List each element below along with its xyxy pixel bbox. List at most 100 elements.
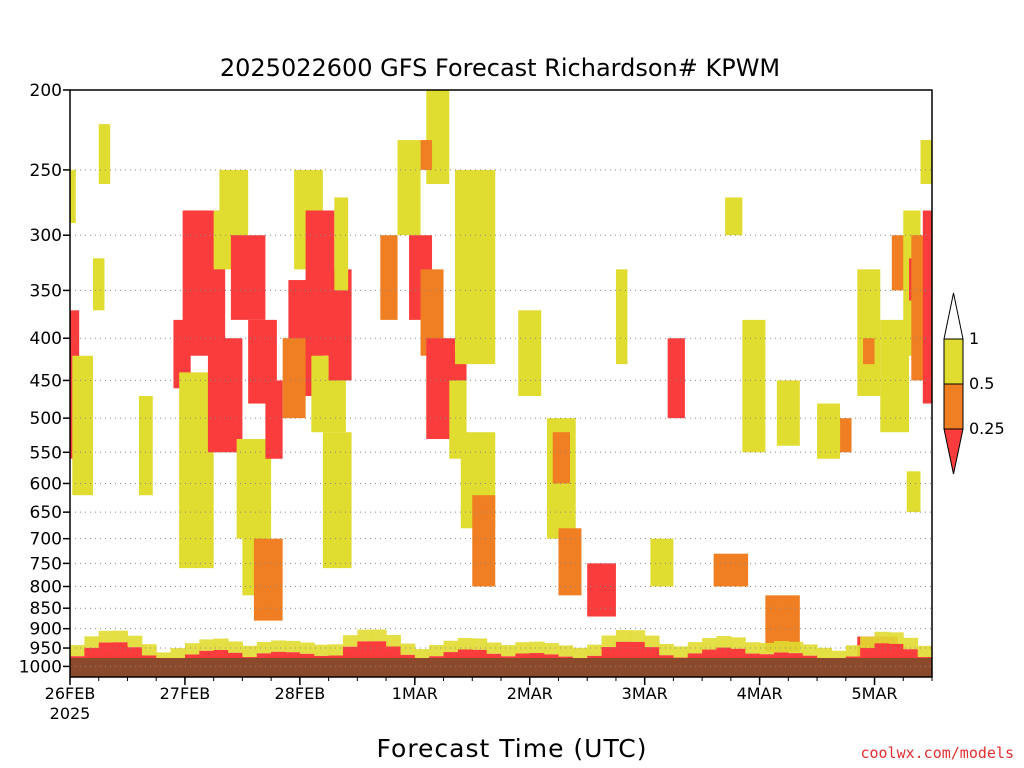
ri-cell-region — [673, 646, 689, 658]
ri-cell-region — [725, 197, 743, 236]
x-tick-label: 26FEB — [45, 684, 96, 703]
ri-cell-region — [857, 269, 881, 397]
ri-cell-region — [113, 630, 128, 643]
y-tick-label: 300 — [30, 226, 62, 246]
ri-cell-region — [285, 640, 301, 653]
y-tick-label: 1000 — [19, 657, 62, 677]
ri-cell-region — [702, 638, 717, 650]
ri-cell-region — [906, 471, 921, 513]
ri-cell-region — [587, 563, 616, 617]
ri-cell-region — [922, 210, 932, 404]
plot-area — [69, 89, 933, 678]
ri-cell-region — [860, 636, 876, 649]
ri-cell-region — [414, 649, 430, 661]
ri-cell-region — [515, 642, 531, 654]
ri-cell-region — [486, 642, 502, 654]
ri-cell-region — [328, 269, 352, 381]
ri-cell-region — [917, 645, 933, 658]
ri-cell-region — [70, 645, 85, 657]
ri-cell-region — [334, 197, 349, 291]
colorbar-top-arrow — [943, 292, 964, 340]
ri-cell-region — [759, 642, 775, 655]
ri-cell-region — [253, 538, 283, 621]
colorbar-legend: 1 0.5 0.25 — [943, 292, 1005, 475]
x-tick-label: 1MAR — [392, 684, 438, 703]
ri-cell-region — [371, 629, 387, 642]
colorbar-label: 1 — [969, 329, 979, 348]
ri-cell-region — [420, 140, 433, 170]
ri-cell-region — [472, 638, 488, 650]
ri-cell-region — [328, 644, 344, 656]
x-tick-label: 4MAR — [737, 684, 783, 703]
x-axis-title: Forecast Time (UTC) — [376, 734, 648, 763]
ri-cell-region — [472, 495, 496, 587]
ri-cell-region — [730, 637, 746, 649]
ri-cell-region — [429, 644, 445, 657]
ri-cell-region — [713, 553, 749, 587]
ri-cell-region — [357, 629, 373, 642]
ri-cell-region — [920, 140, 932, 184]
ri-cell-region — [228, 641, 243, 653]
ri-cell-region — [179, 372, 214, 569]
colorbar-label: 0.25 — [969, 419, 1005, 438]
ri-cell-region — [184, 643, 200, 655]
ri-cell-region — [314, 644, 330, 656]
ri-cell-region — [501, 645, 516, 657]
ri-cell-region — [138, 396, 153, 496]
ri-cell-region — [544, 643, 559, 655]
ri-cell-region — [400, 643, 416, 655]
site-credit[interactable]: coolwx.com/models — [860, 744, 1014, 762]
y-tick-label: 400 — [30, 329, 62, 349]
ri-cell-region — [170, 648, 186, 660]
ri-cell-region — [667, 338, 685, 419]
ri-cell-region — [256, 642, 272, 654]
ri-cell-region — [380, 235, 398, 320]
y-tick-label: 800 — [30, 577, 62, 597]
ri-cell-region — [518, 310, 542, 397]
ri-cell-region — [84, 636, 100, 648]
y-tick-label: 250 — [30, 161, 62, 181]
colorbar-segment — [943, 383, 964, 430]
y-axis: 200 250 300 350 400 450 500 550 600 650 700 750 8008… — [19, 81, 70, 677]
ri-cell-region — [357, 641, 373, 663]
y-tick-label: 350 — [30, 281, 62, 301]
y-tick-label: 200 — [30, 81, 62, 101]
y-tick-label: 900 — [30, 620, 62, 640]
ri-cell-region — [742, 319, 766, 453]
ri-cell-region — [443, 640, 459, 653]
ri-cell-region — [716, 636, 732, 648]
ri-cell-region — [322, 432, 352, 569]
ri-cell-region — [644, 635, 660, 648]
terrain-band — [70, 658, 932, 677]
ri-cell-region — [213, 638, 229, 650]
ri-cell-region — [230, 235, 266, 320]
ri-cell-region — [745, 642, 761, 654]
colorbar-bottom-arrow — [943, 428, 964, 475]
ri-cell-region — [558, 645, 574, 657]
ri-cell-region — [601, 635, 617, 648]
ri-cell-region — [817, 647, 832, 659]
ri-cell-region — [558, 528, 582, 596]
ri-cell-region — [282, 338, 306, 419]
ri-cell-region — [271, 640, 286, 652]
ri-cell-region — [207, 338, 243, 453]
ri-cell-region — [386, 634, 401, 647]
x-tick-sublabel: 2025 — [50, 704, 91, 723]
ri-cell-region — [888, 632, 904, 644]
x-tick-label: 5MAR — [852, 684, 898, 703]
ri-cell-region — [141, 644, 157, 656]
ri-cell-region — [72, 355, 93, 496]
ri-cell-region — [371, 641, 387, 664]
y-tick-label: 750 — [30, 554, 62, 574]
y-tick-label: 550 — [30, 443, 62, 463]
ri-cell-region — [455, 169, 496, 365]
ri-cell-region — [529, 641, 545, 654]
ri-cell-region — [127, 635, 143, 648]
y-tick-label: 600 — [30, 474, 62, 494]
x-tick-label: 2MAR — [507, 684, 553, 703]
ri-cell-region — [299, 642, 315, 654]
ri-cell-region — [98, 630, 114, 643]
ri-cell-region — [242, 645, 258, 658]
ri-cell-region — [776, 380, 800, 446]
ri-cell-region — [199, 639, 215, 651]
